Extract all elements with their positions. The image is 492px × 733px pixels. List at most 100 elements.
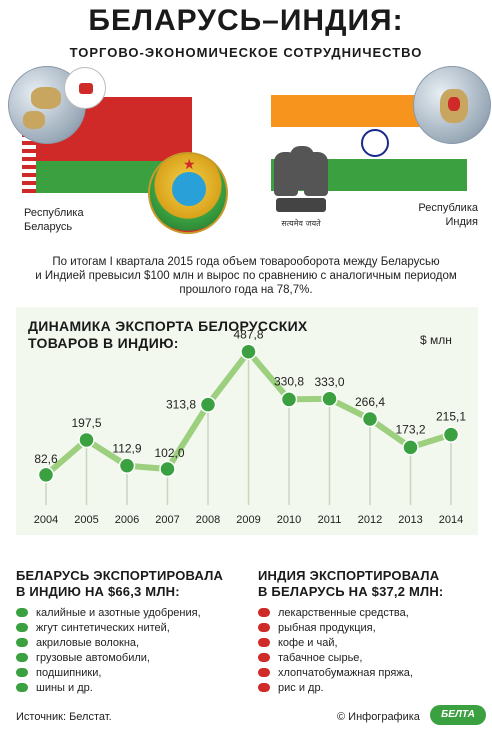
belarus-export-item-label: шины и др.	[36, 681, 93, 694]
india-export-bullet-icon	[258, 608, 270, 617]
chart-title-line2: ТОВАРОВ В ИНДИЮ:	[28, 335, 179, 351]
india-export-item-label: рыбная продукция,	[278, 621, 376, 634]
india-export-item: лекарственные средства,	[258, 605, 488, 620]
belarus-export-item: шины и др.	[16, 680, 246, 695]
india-export-item-label: лекарственные средства,	[278, 606, 409, 619]
belarus-export-bullet-icon	[16, 653, 28, 662]
data-point	[361, 410, 379, 428]
data-label: 313,8	[166, 398, 196, 412]
x-tick-label: 2004	[34, 514, 58, 526]
belarus-exports-title-line1: БЕЛАРУСЬ ЭКСПОРТИРОВАЛА	[16, 568, 224, 583]
source-text: Источник: Белстат.	[16, 711, 112, 723]
intro-text: По итогам I квартала 2015 года объем тов…	[28, 255, 464, 297]
india-export-bullet-icon	[258, 683, 270, 692]
belarus-label-line1: Республика	[24, 207, 84, 219]
data-label: 330,8	[274, 374, 304, 388]
data-label: 102,0	[154, 446, 184, 460]
data-point	[78, 431, 95, 449]
data-point	[37, 466, 55, 484]
belarus-exports-title: БЕЛАРУСЬ ЭКСПОРТИРОВАЛА В ИНДИЮ НА $66,3…	[16, 568, 246, 600]
data-label: 333,0	[314, 375, 344, 389]
india-export-bullet-icon	[258, 638, 270, 647]
data-point	[280, 391, 298, 408]
x-tick-label: 2012	[358, 514, 382, 526]
india-export-bullet-icon	[258, 668, 270, 677]
belarus-export-item: грузовые автомобили,	[16, 650, 246, 665]
belarus-export-item: калийные и азотные удобрения,	[16, 605, 246, 620]
data-point	[321, 390, 338, 408]
x-tick-label: 2014	[439, 514, 463, 526]
x-tick-label: 2010	[277, 514, 301, 526]
belarus-export-bullet-icon	[16, 623, 28, 632]
data-point	[118, 457, 136, 474]
belarus-label: Республика Беларусь	[24, 206, 84, 234]
belarus-export-item: жгут синтетических нитей,	[16, 620, 246, 635]
india-export-item: кофе и чай,	[258, 635, 488, 650]
ashoka-chakra-icon	[361, 129, 389, 157]
intro-line2: и Индией превысил $100 млн и вырос по ср…	[35, 270, 457, 282]
x-tick-label: 2013	[398, 514, 422, 526]
india-export-item-label: табачное сырье,	[278, 651, 363, 664]
india-export-item: рис и др.	[258, 680, 488, 695]
data-point	[442, 426, 460, 443]
data-label: 173,2	[395, 422, 425, 436]
data-point	[199, 396, 217, 413]
belarus-export-item: подшипники,	[16, 665, 246, 680]
belarus-exports-column: БЕЛАРУСЬ ЭКСПОРТИРОВАЛА В ИНДИЮ НА $66,3…	[16, 568, 246, 695]
chart-unit: $ млн	[420, 333, 452, 347]
x-tick-label: 2005	[74, 514, 98, 526]
india-export-item-label: кофе и чай,	[278, 636, 338, 649]
india-export-item-label: хлопчатобумажная пряжа,	[278, 666, 413, 679]
belarus-map-inset-icon	[64, 67, 106, 109]
page-title: БЕЛАРУСЬ–ИНДИЯ:	[88, 4, 404, 37]
india-label-line2: Индия	[445, 216, 478, 228]
copyright-text: © Инфографика	[337, 711, 420, 723]
chart-title-line1: ДИНАМИКА ЭКСПОРТА БЕЛОРУССКИХ	[28, 318, 308, 334]
belarus-export-bullet-icon	[16, 608, 28, 617]
x-tick-label: 2008	[196, 514, 220, 526]
belarus-export-bullet-icon	[16, 638, 28, 647]
india-export-item: хлопчатобумажная пряжа,	[258, 665, 488, 680]
intro-line3: прошлого года на 78,7%.	[179, 284, 313, 296]
intro-line1: По итогам I квартала 2015 года объем тов…	[52, 256, 440, 268]
data-point	[402, 439, 419, 456]
belarus-export-item-label: подшипники,	[36, 666, 102, 679]
india-export-bullet-icon	[258, 653, 270, 662]
belarus-emblem-icon: ★	[148, 152, 228, 234]
belarus-exports-title-line2: В ИНДИЮ НА $66,3 МЛН:	[16, 584, 180, 599]
chart-title: ДИНАМИКА ЭКСПОРТА БЕЛОРУССКИХ ТОВАРОВ В …	[28, 318, 328, 352]
india-emblem-icon: सत्यमेव जयते	[270, 146, 330, 234]
data-point	[240, 343, 257, 360]
page-subtitle: ТОРГОВО-ЭКОНОМИЧЕСКОЕ СОТРУДНИЧЕСТВО	[69, 45, 423, 60]
x-tick-label: 2006	[115, 514, 139, 526]
belarus-export-item-label: акриловые волокна,	[36, 636, 140, 649]
data-label: 112,9	[112, 442, 141, 456]
india-label: Республика Индия	[388, 201, 478, 229]
india-export-item: табачное сырье,	[258, 650, 488, 665]
data-label: 487,8	[233, 328, 263, 342]
belarus-export-item: акриловые волокна,	[16, 635, 246, 650]
belarus-label-line2: Беларусь	[24, 221, 73, 233]
india-label-line1: Республика	[418, 202, 478, 214]
india-export-item: рыбная продукция,	[258, 620, 488, 635]
x-tick-label: 2007	[155, 514, 179, 526]
x-tick-label: 2009	[236, 514, 260, 526]
belarus-export-bullet-icon	[16, 683, 28, 692]
india-export-bullet-icon	[258, 623, 270, 632]
data-label: 215,1	[436, 410, 466, 424]
belarus-export-bullet-icon	[16, 668, 28, 677]
india-export-item-label: рис и др.	[278, 681, 324, 694]
india-exports-title-line1: ИНДИЯ ЭКСПОРТИРОВАЛА	[258, 568, 440, 583]
x-tick-label: 2011	[318, 514, 342, 526]
belta-logo: БЕЛТА	[430, 705, 486, 725]
data-label: 197,5	[71, 416, 101, 430]
india-exports-column: ИНДИЯ ЭКСПОРТИРОВАЛА В БЕЛАРУСЬ НА $37,2…	[258, 568, 488, 695]
data-label: 82,6	[34, 452, 58, 466]
india-globe-icon	[413, 66, 491, 144]
india-exports-title: ИНДИЯ ЭКСПОРТИРОВАЛА В БЕЛАРУСЬ НА $37,2…	[258, 568, 488, 600]
belarus-export-item-label: жгут синтетических нитей,	[36, 621, 170, 634]
data-label: 266,4	[355, 395, 385, 409]
india-motto: सत्यमेव जयते	[281, 219, 321, 228]
belarus-export-item-label: грузовые автомобили,	[36, 651, 150, 664]
